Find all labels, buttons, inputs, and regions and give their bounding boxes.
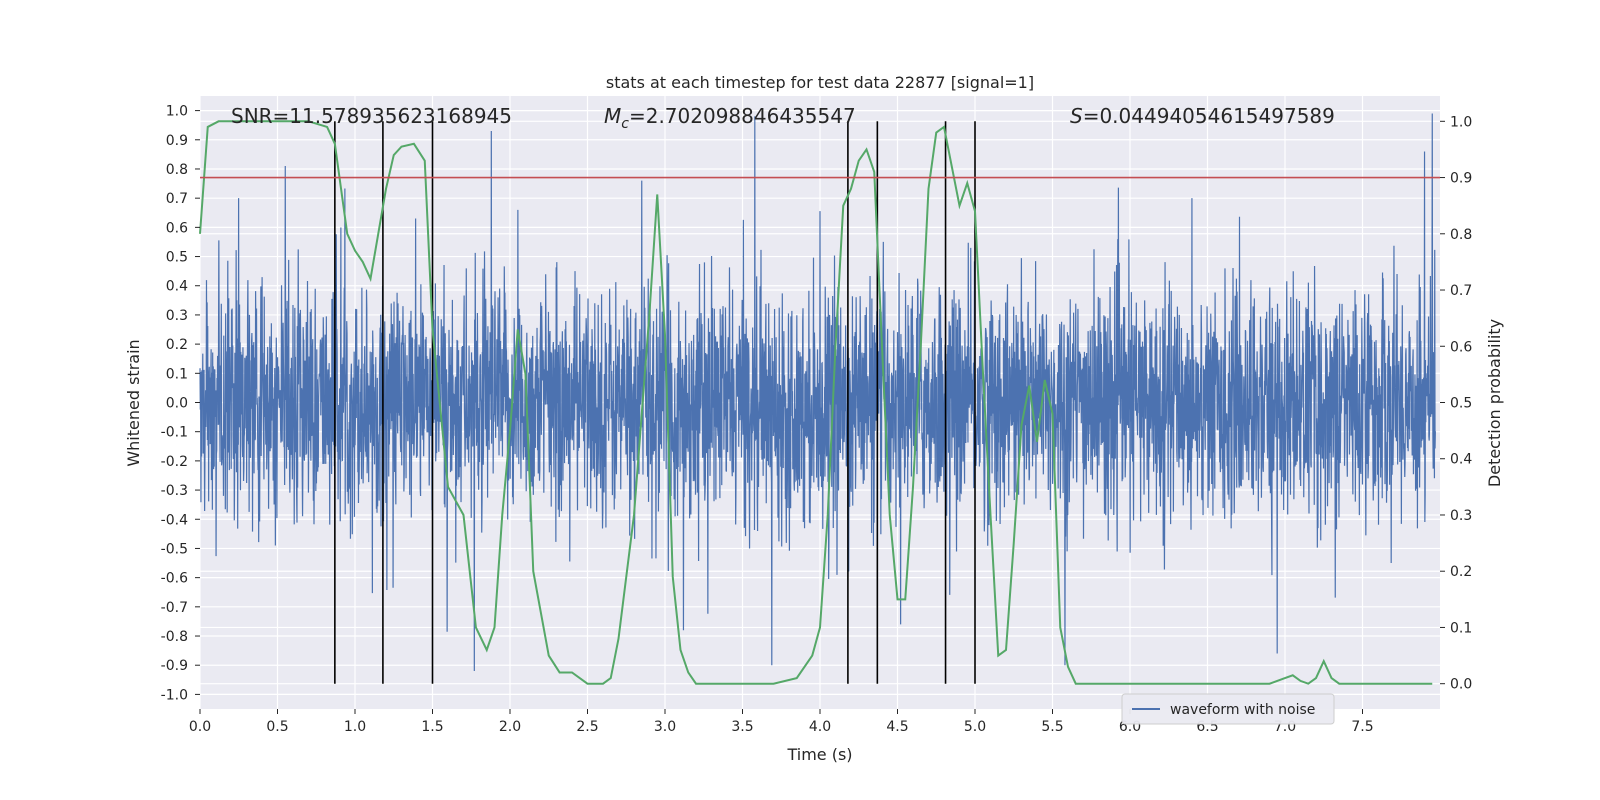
chart-title: stats at each timestep for test data 228… (606, 73, 1034, 92)
y-right-tick-label: 0.8 (1450, 227, 1472, 243)
y-right-tick-label: 0.4 (1450, 452, 1472, 468)
chirp-mass-annotation: Mc=2.702098846435547 (604, 104, 856, 132)
x-tick-label: 4.0 (809, 719, 831, 735)
y-left-tick-label: 0.7 (166, 191, 188, 207)
x-tick-label: 1.5 (421, 719, 443, 735)
y-left-tick-label: -0.7 (161, 600, 188, 616)
probability-line (199, 120, 1433, 685)
legend: waveform with noise (1121, 693, 1335, 725)
y-right-tick-label: 0.5 (1450, 396, 1472, 412)
x-tick-label: 0.5 (266, 719, 288, 735)
y-axis-label-left: Whitened strain (124, 339, 143, 466)
y-left-tick-label: 0.3 (166, 308, 188, 324)
y-left-tick-label: 1.0 (166, 104, 188, 120)
probability-series (199, 120, 1433, 685)
y-right-tick-labels: 1.0 0.9 0.8 0.7 0.6 0.5 0.4 0.3 0.2 0.1 0.0 (1440, 114, 1472, 693)
y-left-tick-labels: 1.0 0.9 0.8 0.7 0.6 0.5 0.4 0.3 0.2 0.1 0.0 -0.1 -0.… (161, 104, 200, 703)
y-right-tick-label: 0.9 (1450, 171, 1472, 187)
x-tick-label: 1.0 (344, 719, 366, 735)
y-left-tick-label: -1.0 (161, 687, 188, 703)
y-right-tick-label: 0.3 (1450, 508, 1472, 524)
y-left-tick-label: 0.6 (166, 220, 188, 236)
y-axis-label-right: Detection probability (1485, 319, 1504, 487)
x-tick-label: 3.5 (731, 719, 753, 735)
legend-label: waveform with noise (1170, 702, 1315, 718)
y-right-tick-label: 0.1 (1450, 620, 1472, 636)
y-left-tick-label: 0.4 (166, 279, 188, 295)
s-annotation: S=0.04494054615497589 (1070, 104, 1335, 128)
x-tick-label: 7.5 (1351, 719, 1373, 735)
y-left-tick-label: -0.5 (161, 541, 188, 557)
y-left-tick-label: 0.1 (166, 366, 188, 382)
y-right-tick-label: 0.6 (1450, 339, 1472, 355)
s-value: =0.04494054615497589 (1083, 104, 1335, 128)
s-symbol: S (1070, 104, 1083, 128)
mc-subscript: c (621, 116, 629, 132)
y-left-tick-label: -0.9 (161, 658, 188, 674)
x-tick-label: 2.0 (499, 719, 521, 735)
y-left-tick-label: 0.2 (166, 337, 188, 353)
y-left-tick-label: -0.1 (161, 425, 188, 441)
y-left-tick-label: 0.0 (166, 396, 188, 412)
y-left-tick-label: -0.3 (161, 483, 188, 499)
x-tick-label: 3.0 (654, 719, 676, 735)
y-left-tick-label: 0.9 (166, 133, 188, 149)
snr-annotation: SNR=11.578935623168945 (231, 104, 512, 128)
y-left-tick-label: 0.5 (166, 250, 188, 266)
y-left-tick-label: -0.6 (161, 571, 188, 587)
y-left-tick-label: -0.2 (161, 454, 188, 470)
legend-box (1121, 693, 1335, 725)
x-tick-label: 0.0 (189, 719, 211, 735)
y-right-tick-label: 0.2 (1450, 564, 1472, 580)
waveform-line (199, 113, 1436, 672)
x-tick-label: 2.5 (576, 719, 598, 735)
x-tick-label: 4.5 (886, 719, 908, 735)
y-left-tick-label: -0.4 (161, 512, 188, 528)
y-left-tick-label: -0.8 (161, 629, 188, 645)
y-right-tick-label: 0.7 (1450, 283, 1472, 299)
mc-symbol: M (604, 104, 621, 128)
y-right-tick-label: 1.0 (1450, 114, 1472, 130)
waveform-series (199, 113, 1436, 672)
y-right-tick-label: 0.0 (1450, 677, 1472, 693)
x-tick-label: 5.0 (964, 719, 986, 735)
x-tick-label: 5.5 (1041, 719, 1063, 735)
mc-value: =2.702098846435547 (629, 104, 856, 128)
y-left-tick-label: 0.8 (166, 162, 188, 178)
x-axis-label: Time (s) (786, 745, 852, 764)
